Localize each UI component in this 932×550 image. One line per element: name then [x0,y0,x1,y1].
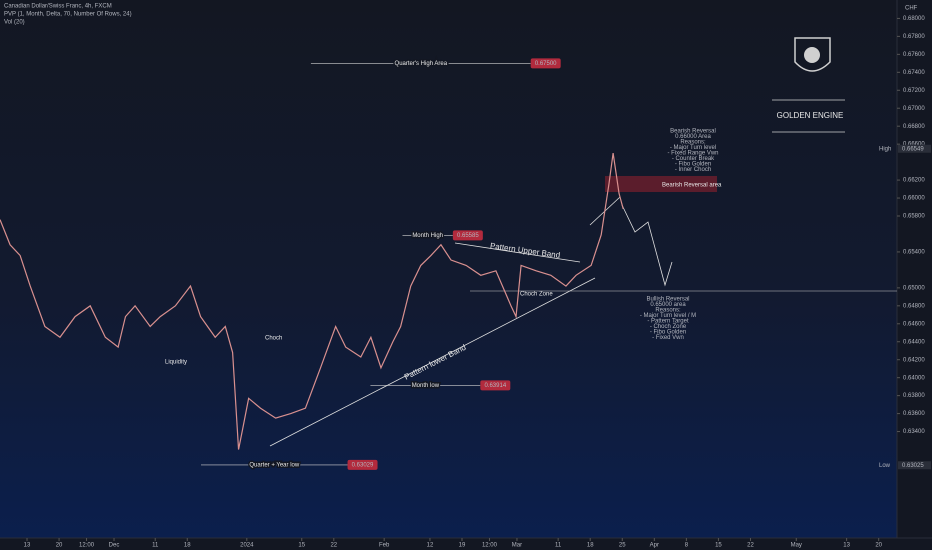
x-tick-label: 25 [619,543,626,549]
x-tick-label: 13 [24,543,31,549]
x-tick-label: 8 [685,543,689,549]
reason-text: - Major Turn level [670,145,716,151]
level-badge [452,230,483,241]
y-tick-label: 0.63800 [903,393,925,399]
reason-text: - Inner Choch [675,167,711,173]
level-badge [480,380,511,391]
reason-text: Reasons: [655,308,681,314]
reason-text: - Fixed Range Vwn [667,151,718,157]
reason-text: - Pattern Target [647,319,689,325]
level-value: 0.63029 [352,462,374,468]
y-tick-label: 0.66000 [903,196,925,202]
x-tick-label: 22 [330,543,337,549]
x-tick-label: 2024 [240,543,254,549]
brand: GOLDEN ENGINE [777,111,844,120]
reason-text: Bearish Reversal [670,129,716,135]
trend-line [454,242,581,263]
reason-text: Bullish Reversal [646,297,689,303]
reason-text: - Fibo Golden [675,162,711,168]
x-tick-label: 15 [715,543,722,549]
y-tick-label: 0.65000 [903,285,925,291]
reason-text: - Choch Zone [650,324,687,330]
level-badge [347,459,378,470]
bearish-zone [605,176,717,192]
x-tick-label: 12:00 [79,543,95,549]
logo: GOLDEN ENGINE [772,37,845,133]
y-tick-label: 0.67400 [903,70,925,76]
y-tick-label: 0.66200 [903,178,925,184]
currency: CHF [905,6,918,12]
y-tick-label: 0.67800 [903,34,925,40]
forecast-path [621,204,673,287]
y-tick-label: 0.64200 [903,357,925,363]
level-badge [530,58,561,69]
reason-text: - Fixed Vwn [652,335,684,341]
x-tick-label: Dec [109,543,120,549]
subtitle: Vol (20) [4,20,25,26]
marker-value: 0.63025 [902,463,924,469]
x-tick-label: May [791,543,802,549]
marker-label: Low [879,463,891,469]
y-tick-label: 0.67200 [903,88,925,94]
reason-text: - Counter Break [672,156,715,162]
title: Canadian Dollar/Swiss Franc, 4h, FXCM [4,4,112,10]
annotation: Bearish Reversal area [662,183,722,189]
trend-line [269,277,596,447]
x-tick-label: 11 [555,543,562,549]
y-tick-label: 0.66600 [903,142,925,148]
x-tick-label: 19 [459,543,466,549]
x-tick-label: 20 [56,543,63,549]
level-label: Month High [412,233,443,239]
y-tick-label: 0.64600 [903,321,925,327]
reason-text: 0.66000 Area [675,134,711,140]
reason-text: Reasons: [680,140,706,146]
x-tick-label: Feb [379,543,390,549]
y-tick-label: 0.64800 [903,303,925,309]
annotation: Liquidity [165,360,187,366]
reason-text: - Fibo Golden [650,330,686,336]
x-tick-label: 22 [747,543,754,549]
marker-label: High [879,146,891,152]
annotation: Choch [265,336,282,342]
x-tick-label: 12 [427,543,434,549]
annotation: Choch Zone [520,292,553,298]
x-tick-label: 15 [298,543,305,549]
price-axis [897,0,932,550]
subtitle: PVP (1, Month, Delta, 70, Number Of Rows… [4,12,132,18]
level-value: 0.67500 [535,61,557,67]
marker-value: 0.66549 [902,146,924,152]
x-tick-label: 18 [184,543,191,549]
plot-background [0,0,897,538]
level-label: Quarter + Year low [249,462,300,468]
reason-text: - Major Turn level / M [640,313,696,319]
x-tick-label: 12:00 [482,543,498,549]
x-tick-label: 13 [843,543,850,549]
level-value: 0.63914 [484,383,506,389]
y-tick-label: 0.68000 [903,16,925,22]
y-tick-label: 0.65400 [903,250,925,256]
level-label: Month low [412,383,440,389]
level-label: Quarter's High Area [395,61,448,67]
level-value: 0.65585 [457,233,479,239]
marker-badge [898,144,931,153]
y-tick-label: 0.64000 [903,375,925,381]
x-tick-label: 11 [152,543,159,549]
y-tick-label: 0.65800 [903,214,925,220]
price-line [0,153,624,450]
y-tick-label: 0.64400 [903,339,925,345]
x-tick-label: 18 [587,543,594,549]
x-tick-label: 20 [875,543,882,549]
x-tick-label: Mar [512,543,522,549]
y-tick-label: 0.67000 [903,106,925,112]
y-tick-label: 0.66800 [903,124,925,130]
x-tick-label: Apr [650,543,659,549]
y-tick-label: 0.63600 [903,411,925,417]
marker-badge [898,461,931,470]
y-tick-label: 0.67600 [903,52,925,58]
y-tick-label: 0.63400 [903,429,925,435]
reason-text: 0.65000 area [650,302,686,308]
